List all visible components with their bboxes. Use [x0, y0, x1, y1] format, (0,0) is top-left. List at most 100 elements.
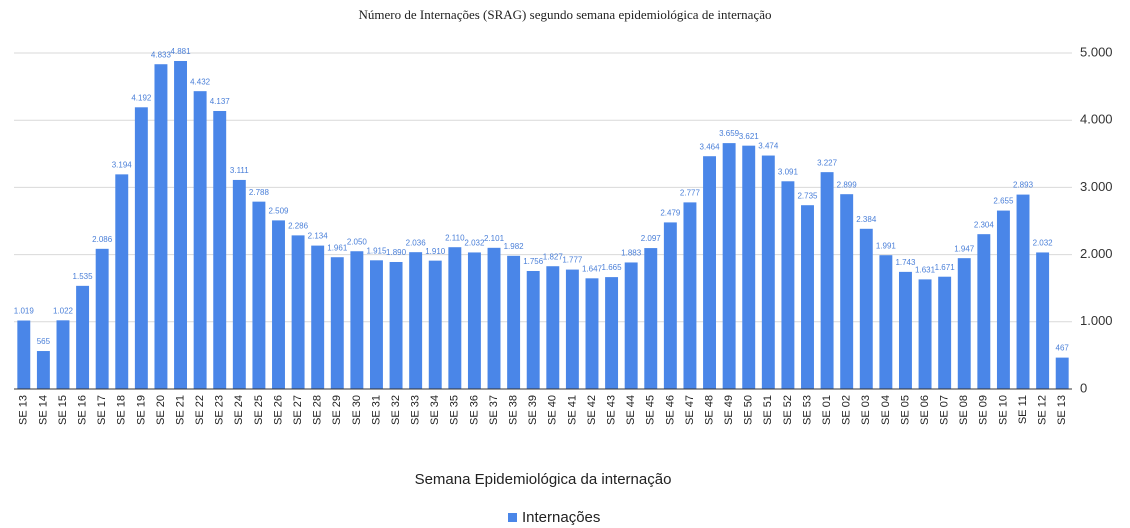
- value-label: 565: [37, 337, 51, 346]
- bar: [801, 205, 814, 389]
- bar: [722, 143, 736, 389]
- x-tick-label: SE 08: [958, 395, 970, 425]
- x-tick-label: SE 42: [586, 395, 598, 425]
- bar: [350, 251, 364, 389]
- x-tick-label: SE 27: [292, 395, 304, 425]
- bar: [565, 269, 579, 389]
- x-tick-label: SE 02: [841, 395, 853, 425]
- value-label: 1.991: [876, 241, 897, 250]
- bar: [95, 248, 109, 389]
- bar: [193, 91, 207, 389]
- value-label: 4.192: [131, 93, 152, 102]
- value-label: 2.032: [464, 239, 485, 248]
- x-tick-label: SE 15: [57, 395, 69, 425]
- bar: [605, 277, 619, 389]
- value-label: 1.756: [523, 257, 544, 266]
- value-label: 3.474: [758, 142, 779, 151]
- x-tick-label: SE 53: [801, 395, 813, 425]
- value-label: 1.743: [895, 258, 916, 267]
- bar: [252, 201, 266, 389]
- bar: [898, 271, 912, 389]
- bar: [56, 320, 70, 389]
- bar: [644, 248, 658, 389]
- bar: [467, 252, 481, 389]
- y-tick-label: 0: [1080, 380, 1087, 395]
- x-tick-label: SE 18: [116, 395, 128, 425]
- value-label: 1.647: [582, 264, 603, 273]
- x-tick-label: SE 13: [1056, 395, 1068, 425]
- bar: [840, 194, 854, 389]
- x-tick-label: SE 37: [488, 395, 500, 425]
- value-label: 2.134: [308, 232, 329, 241]
- bar: [938, 276, 952, 389]
- x-tick-label: SE 17: [96, 395, 108, 425]
- y-tick-label: 3.000: [1080, 179, 1113, 194]
- x-tick-label: SE 14: [37, 395, 49, 425]
- bar: [683, 202, 697, 389]
- x-tick-label: SE 28: [312, 395, 324, 425]
- bar: [311, 245, 325, 389]
- bar: [507, 255, 521, 389]
- x-tick-label: SE 26: [272, 395, 284, 425]
- bar: [232, 179, 246, 389]
- value-label: 2.479: [660, 209, 681, 218]
- value-label: 1.665: [602, 263, 623, 272]
- value-label: 3.464: [700, 142, 721, 151]
- bar: [781, 181, 795, 389]
- x-tick-label: SE 01: [821, 395, 833, 425]
- bar: [957, 258, 971, 389]
- x-tick-label: SE 43: [605, 395, 617, 425]
- bar: [174, 60, 188, 390]
- bar: [487, 247, 501, 389]
- bar: [330, 257, 344, 389]
- y-tick-label: 1.000: [1080, 313, 1113, 328]
- bar: [369, 260, 383, 389]
- x-tick-label: SE 41: [566, 395, 578, 425]
- bar: [546, 266, 560, 389]
- value-label: 2.101: [484, 234, 505, 243]
- x-tick-label: SE 25: [253, 395, 265, 425]
- x-tick-label: SE 13: [18, 395, 30, 425]
- bar: [703, 156, 717, 389]
- bar: [996, 210, 1010, 389]
- value-label: 2.384: [856, 215, 877, 224]
- legend-swatch: [508, 513, 517, 522]
- x-tick-label: SE 40: [547, 395, 559, 425]
- x-tick-label: SE 23: [214, 395, 226, 425]
- x-axis-title: Semana Epidemiológica da internação: [415, 471, 672, 488]
- value-label: 1.961: [327, 243, 348, 252]
- value-label: 1.631: [915, 266, 936, 275]
- x-tick-label: SE 32: [390, 395, 402, 425]
- value-label: 1.982: [504, 242, 525, 251]
- x-tick-label: SE 04: [880, 395, 892, 425]
- x-tick-label: SE 49: [723, 395, 735, 425]
- value-label: 1.019: [14, 307, 35, 316]
- bar: [859, 228, 873, 389]
- value-label: 2.304: [974, 220, 995, 229]
- value-label: 2.788: [249, 188, 270, 197]
- x-tick-label: SE 16: [76, 395, 88, 425]
- x-tick-label: SE 30: [351, 395, 363, 425]
- bar: [154, 64, 168, 389]
- value-label: 1.915: [366, 246, 387, 255]
- x-tick-label: SE 22: [194, 395, 206, 425]
- value-label: 1.671: [935, 263, 956, 272]
- x-tick-label: SE 31: [370, 395, 382, 425]
- value-label: 3.659: [719, 129, 740, 138]
- x-tick-label: SE 36: [468, 395, 480, 425]
- x-tick-label: SE 34: [429, 395, 441, 425]
- bar: [820, 172, 834, 389]
- value-label: 1.777: [562, 256, 583, 265]
- x-tick-label: SE 50: [743, 395, 755, 425]
- value-label: 2.655: [993, 197, 1014, 206]
- bar: [36, 351, 50, 389]
- bar: [291, 235, 305, 389]
- x-tick-label: SE 03: [860, 395, 872, 425]
- x-tick-label: SE 06: [919, 395, 931, 425]
- value-label: 3.621: [739, 132, 760, 141]
- bar: [742, 145, 756, 389]
- bar: [585, 278, 599, 389]
- value-label: 1.535: [73, 272, 94, 281]
- value-label: 1.827: [543, 252, 564, 261]
- x-tick-label: SE 38: [508, 395, 520, 425]
